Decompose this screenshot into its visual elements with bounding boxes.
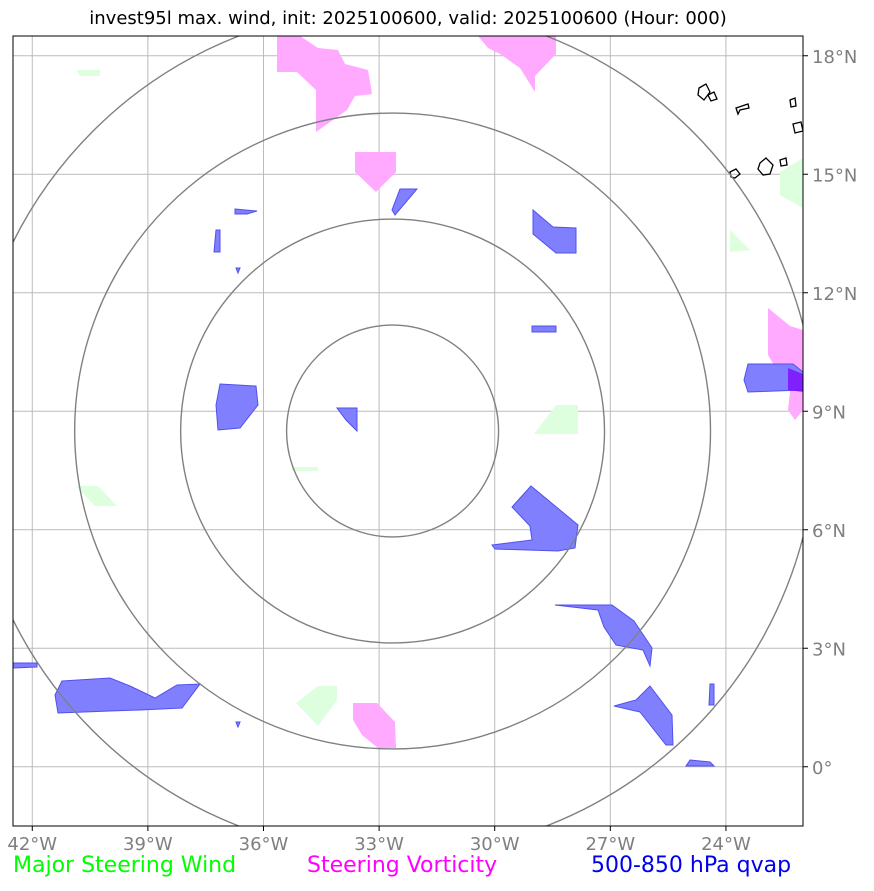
range-ring [179,218,606,644]
lon-tick-label: 30°W [470,834,520,855]
lat-tick-label: 18°N [812,47,857,68]
qvap-region [54,677,202,714]
qvap-overlap-layer [788,368,803,392]
wind-region [780,158,803,208]
wind-region [292,467,318,471]
wind-region [534,405,578,434]
lat-tick-label: 12°N [812,284,857,305]
lat-tick-label: 0° [812,758,832,779]
vorticity-region [277,36,372,132]
range-ring [285,324,500,538]
wind-region [76,486,117,506]
qvap-region [391,188,419,216]
lon-tick-label: 24°W [701,834,751,855]
qvap-region [532,208,577,254]
wind-region [76,70,100,76]
island-outline [735,103,750,116]
wind-region [296,686,337,726]
range-ring [73,112,712,750]
chart-title: invest95l max. wind, init: 2025100600, v… [89,8,727,29]
vorticity-region [355,152,396,192]
lon-tick-label: 33°W [354,834,404,855]
qvap-region [613,685,674,746]
graticule [13,36,803,826]
island-outline [789,97,797,108]
lon-tick-label: 36°W [239,834,289,855]
island-outline [792,121,803,134]
wind-layer [76,70,803,726]
qvap-region [685,759,716,767]
island-outline [707,91,718,102]
vorticity-region [353,703,396,748]
qvap-region [13,662,38,669]
qvap-region [531,325,557,333]
lat-tick-label: 6°N [812,521,846,542]
wind-region [730,230,750,252]
lon-tick-label: 39°W [123,834,173,855]
lon-tick-label: 27°W [585,834,635,855]
island-outline [697,83,711,101]
range-ring [13,36,803,826]
lon-tick-label: 42°W [7,834,57,855]
qvap-region [491,485,579,552]
qvap-region [235,721,241,729]
qvap-region [213,229,221,253]
legend-wind: Major Steering Wind [13,853,237,878]
qvap-region [336,407,358,433]
island-outline [757,157,774,176]
qvap-region [234,208,258,215]
lat-tick-label: 9°N [812,402,846,423]
qvap-layer [13,188,803,767]
qvap-region [554,604,653,668]
qvap-region [235,267,241,275]
qvap-region [215,383,259,431]
legend-vorticity: Steering Vorticity [307,853,498,878]
island-outline [779,157,788,167]
legend-qvap: 500-850 hPa qvap [591,853,792,878]
axis-ticks: 42°W 39°W 36°W 33°W 30°W 27°W 24°W 18°N 15°N 12°N… [7,47,857,855]
plot-frame [12,35,804,827]
vorticity-region [478,36,556,92]
lat-tick-label: 3°N [812,639,846,660]
qvap-vorticity-overlap [788,368,803,392]
qvap-region [708,683,715,706]
vorticity-layer [277,36,803,748]
lat-tick-label: 15°N [812,165,857,186]
coastline-layer [697,83,803,179]
range-rings [13,36,803,826]
